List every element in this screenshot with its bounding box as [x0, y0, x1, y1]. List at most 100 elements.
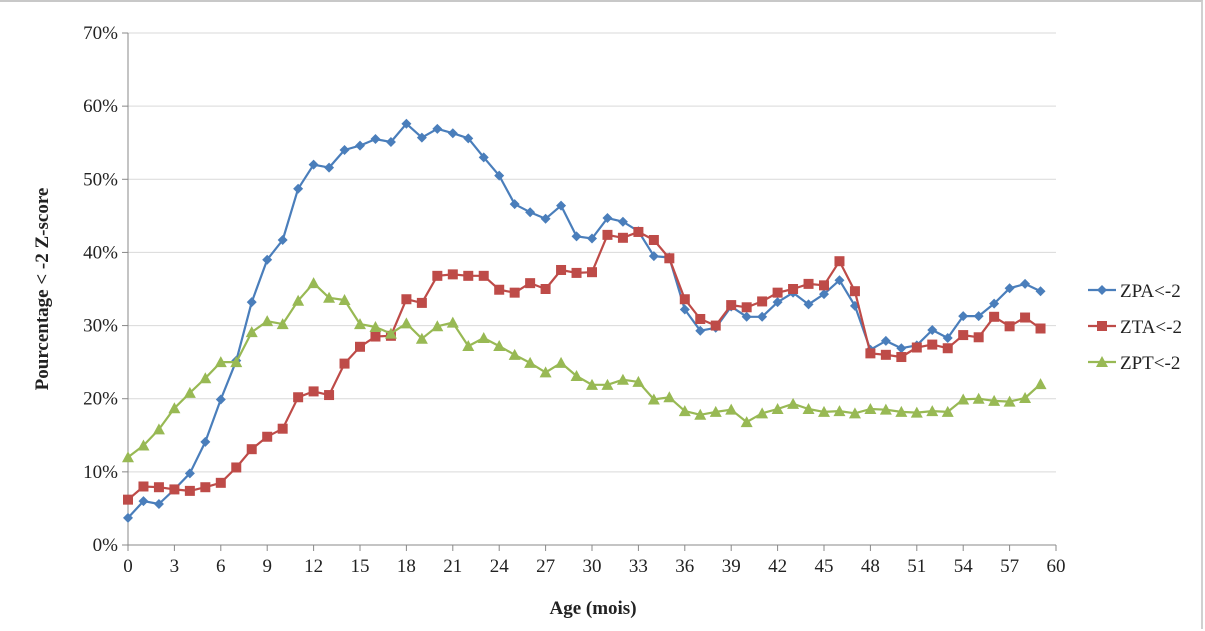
data-point	[616, 373, 629, 385]
data-point	[556, 200, 567, 211]
data-point	[989, 311, 1000, 322]
data-point	[231, 462, 242, 473]
data-point	[1003, 395, 1016, 407]
data-point	[679, 304, 690, 315]
data-point	[324, 162, 335, 173]
data-point	[601, 378, 614, 390]
x-tick-label: 45	[815, 556, 834, 577]
series-line	[127, 282, 1042, 459]
data-point	[200, 436, 211, 447]
data-point	[973, 332, 984, 343]
data-point	[293, 183, 304, 194]
data-point	[988, 394, 1001, 406]
data-point	[849, 286, 860, 297]
data-point	[276, 318, 289, 330]
x-axis-title: Age (mois)	[549, 598, 636, 619]
y-tick-label: 40%	[83, 242, 118, 263]
data-point	[478, 152, 489, 163]
x-tick-label: 9	[262, 556, 272, 577]
data-point	[400, 317, 413, 329]
data-point	[261, 315, 274, 327]
data-point	[710, 320, 721, 331]
legend-label: ZPA<-2	[1120, 281, 1181, 302]
data-point	[664, 253, 675, 264]
data-point	[431, 320, 444, 332]
data-point	[896, 343, 907, 354]
data-point	[647, 393, 660, 405]
data-point	[277, 234, 288, 245]
x-tick-label: 21	[443, 556, 462, 577]
data-point	[1034, 378, 1047, 390]
data-point	[587, 267, 597, 278]
data-point	[803, 299, 814, 310]
data-point	[586, 378, 598, 390]
legend: ZPA<-2 ZTA<-2 ZPT<-2	[1088, 281, 1182, 374]
data-point	[370, 331, 381, 342]
data-point	[540, 284, 551, 294]
y-tick-label: 60%	[83, 96, 118, 117]
data-point	[245, 326, 258, 338]
data-point	[556, 264, 567, 275]
data-point	[338, 293, 351, 305]
data-point	[324, 390, 335, 401]
data-point	[401, 118, 412, 129]
legend-label: ZTA<-2	[1120, 317, 1182, 338]
data-point	[246, 444, 257, 455]
data-point	[864, 402, 877, 414]
data-point	[416, 132, 427, 143]
data-point	[184, 485, 195, 496]
legend-item: ZPA<-2	[1088, 281, 1181, 302]
x-tick-label: 33	[629, 556, 648, 577]
legend-marker	[1096, 356, 1108, 367]
data-point	[819, 289, 829, 300]
data-point	[292, 294, 305, 306]
data-point	[385, 136, 396, 147]
data-point	[632, 375, 645, 387]
data-point	[1020, 278, 1031, 289]
data-point	[788, 284, 799, 294]
x-tick-labels: 0 3 6 9 12 15 18 21 24 27 30 33 36 39 42 45 48 51 54 57 60	[123, 556, 1065, 577]
data-point	[880, 349, 891, 360]
data-point	[539, 366, 552, 378]
data-point	[494, 284, 505, 295]
data-point	[462, 340, 475, 352]
data-point	[942, 343, 953, 354]
data-point	[972, 392, 985, 404]
y-tick-label: 0%	[93, 535, 119, 556]
data-point	[1004, 283, 1015, 294]
data-point	[771, 402, 784, 414]
data-point	[942, 333, 953, 344]
data-point	[1020, 312, 1031, 323]
x-tick-label: 54	[954, 556, 974, 577]
data-point	[494, 170, 505, 181]
x-tick-label: 57	[1000, 556, 1019, 577]
data-point	[848, 407, 861, 419]
data-point	[463, 133, 474, 144]
data-point	[617, 216, 628, 227]
data-point	[926, 405, 939, 417]
data-point	[153, 482, 164, 493]
data-point	[463, 270, 474, 281]
data-point	[323, 291, 336, 303]
data-point	[617, 232, 628, 243]
x-tick-label: 51	[907, 556, 926, 577]
data-point	[416, 297, 427, 308]
data-point	[277, 423, 288, 434]
data-point	[602, 229, 613, 240]
data-point	[214, 356, 227, 368]
data-point	[369, 321, 382, 333]
data-point	[879, 403, 892, 415]
data-point	[262, 431, 273, 442]
y-tick-label: 30%	[83, 316, 118, 337]
data-point	[200, 482, 211, 493]
y-tick-label: 70%	[83, 23, 118, 44]
legend-marker	[1097, 285, 1107, 295]
data-point	[384, 327, 397, 339]
data-point	[478, 270, 489, 281]
data-point	[973, 311, 984, 322]
data-point	[633, 226, 644, 237]
data-point	[602, 213, 613, 224]
data-point	[880, 335, 891, 346]
x-tick-label: 24	[490, 556, 510, 577]
data-point	[447, 128, 458, 139]
